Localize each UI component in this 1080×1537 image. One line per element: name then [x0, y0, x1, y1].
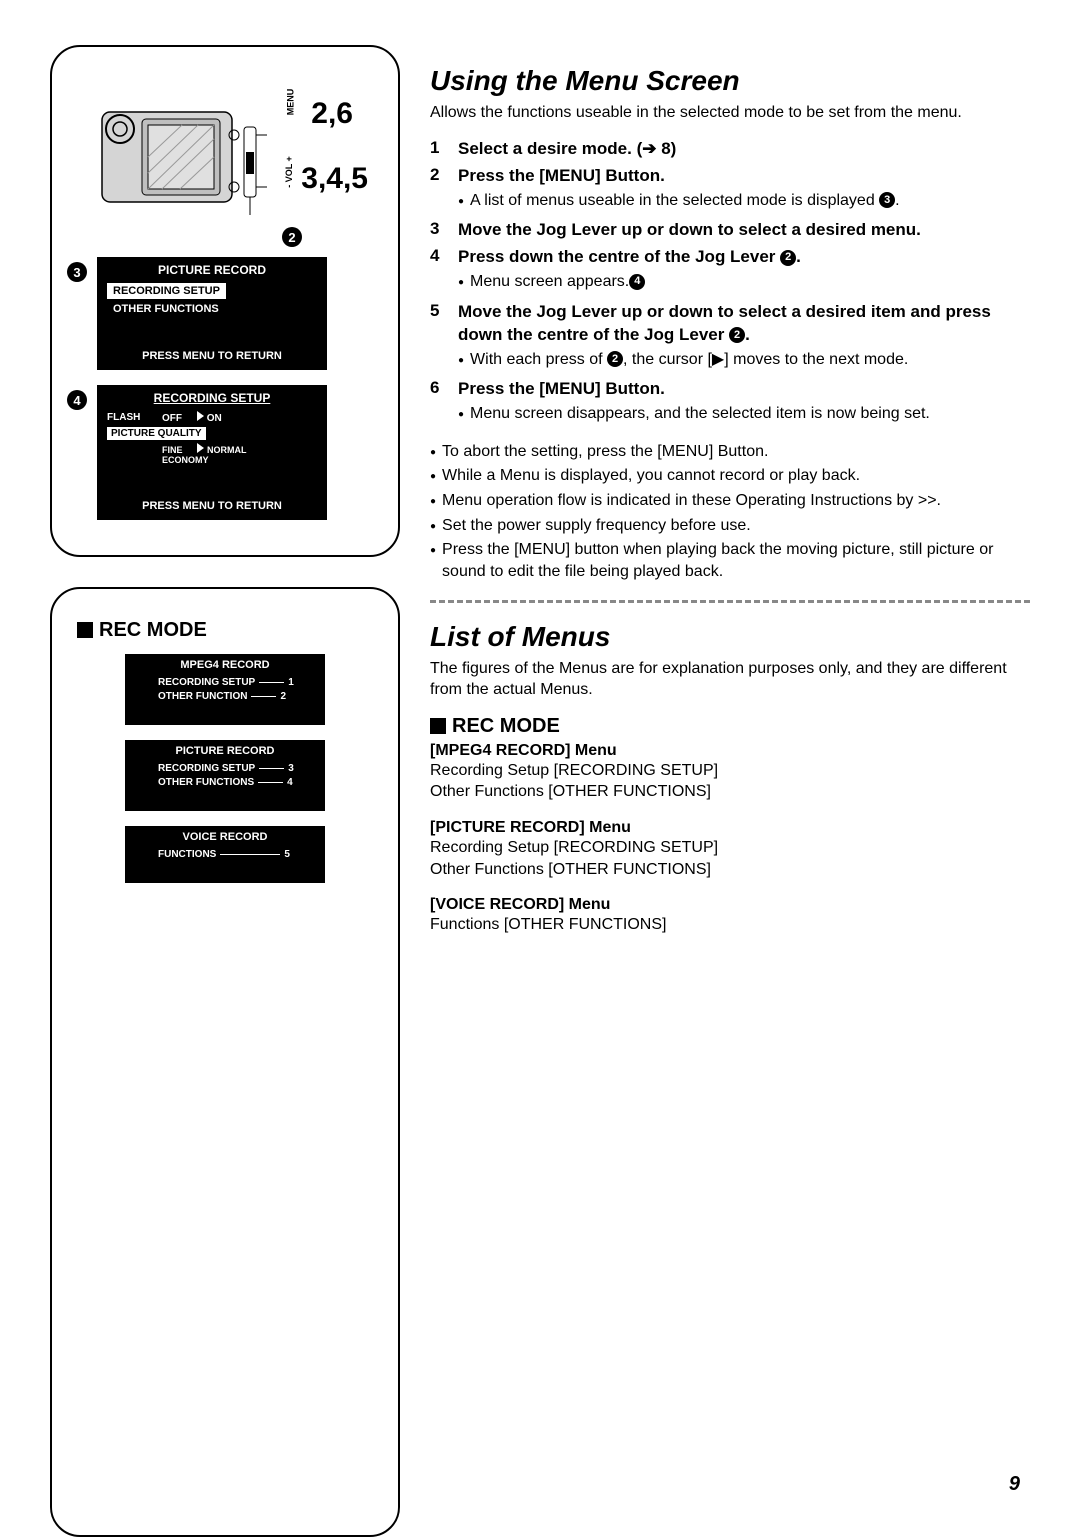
mini2-title: PICTURE RECORD	[133, 745, 317, 757]
step2-text: Press the [MENU] Button.	[458, 166, 665, 185]
step5-text: Move the Jog Lever up or down to select …	[458, 302, 991, 344]
page-number: 9	[1009, 1473, 1020, 1496]
mini2-line2: OTHER FUNCTIONS	[158, 777, 254, 788]
menu2-l1: Recording Setup [RECORDING SETUP]	[430, 837, 1030, 859]
step4-sub: Menu screen appears.	[470, 273, 629, 290]
camera-diagram: 2,6 3,4,5 MENU - VOL + 2	[67, 67, 383, 247]
step5-sub-a: With each press of	[470, 351, 607, 368]
mini1-line1: RECORDING SETUP	[158, 677, 255, 688]
notes-list: To abort the setting, press the [MENU] B…	[430, 441, 1030, 583]
separator	[430, 600, 1030, 603]
step-num-3: 3	[430, 219, 458, 242]
intro-list: The figures of the Menus are for explana…	[430, 659, 1030, 701]
screen4-row1-label: FLASH	[107, 412, 162, 423]
mini1-num1: 1	[288, 677, 294, 688]
rec-mode-heading-left: REC MODE	[77, 619, 383, 642]
step2-sub: A list of menus useable in the selected …	[470, 192, 879, 209]
mini-screen-mpeg4: MPEG4 RECORD RECORDING SETUP 1 OTHER FUNC…	[125, 654, 325, 725]
rec-mode-heading-right: REC MODE	[430, 715, 1030, 738]
mini2-num2: 4	[287, 777, 293, 788]
mini3-line1: FUNCTIONS	[158, 849, 216, 860]
screen3-item2: OTHER FUNCTIONS	[107, 303, 317, 315]
menu1-title: [MPEG4 RECORD] Menu	[430, 742, 617, 759]
numcircle-3: 3	[67, 262, 87, 282]
ref-circle-3: 3	[879, 192, 895, 208]
mini2-num1: 3	[288, 763, 294, 774]
steps-list: 1Select a desire mode. (➔ 8) 2 Press the…	[430, 138, 1030, 429]
menu2-title: [PICTURE RECORD] Menu	[430, 819, 631, 836]
screen4-row1-opt2: ON	[197, 413, 222, 424]
label-vol: - VOL +	[284, 156, 294, 188]
note-3: Menu operation flow is indicated in thes…	[442, 490, 941, 512]
step-num-2: 2	[430, 165, 458, 216]
step-num-1: 1	[430, 138, 458, 161]
screen4-row2-opt2: NORMAL	[197, 445, 247, 455]
menu3-l1: Functions [OTHER FUNCTIONS]	[430, 914, 1030, 936]
step4-text: Press down the centre of the Jog Lever	[458, 247, 780, 266]
callout-345: 3,4,5	[301, 162, 368, 196]
left-column: 2,6 3,4,5 MENU - VOL + 2 3 PICTURE RECOR…	[50, 45, 400, 1496]
menu1-l2: Other Functions [OTHER FUNCTIONS]	[430, 781, 1030, 803]
mini1-line2: OTHER FUNCTION	[158, 691, 247, 702]
mini-screen-picture: PICTURE RECORD RECORDING SETUP 3 OTHER FU…	[125, 740, 325, 811]
menu-block-mpeg4: [MPEG4 RECORD] Menu Recording Setup [REC…	[430, 742, 1030, 803]
intro-using: Allows the functions useable in the sele…	[430, 103, 1030, 124]
panel-rec-mode: REC MODE MPEG4 RECORD RECORDING SETUP 1 O…	[50, 587, 400, 1537]
step-num-6: 6	[430, 378, 458, 429]
ref-circle-2a: 2	[780, 250, 796, 266]
mini2-line1: RECORDING SETUP	[158, 763, 255, 774]
note-2: While a Menu is displayed, you cannot re…	[442, 465, 860, 487]
menu1-l1: Recording Setup [RECORDING SETUP]	[430, 760, 1030, 782]
ref-circle-2b: 2	[729, 327, 745, 343]
step1-text: Select a desire mode. (➔ 8)	[458, 139, 676, 158]
heading-list-menus: List of Menus	[430, 621, 1030, 653]
menu-block-voice: [VOICE RECORD] Menu Functions [OTHER FUN…	[430, 896, 1030, 936]
step-num-4: 4	[430, 246, 458, 297]
step-num-5: 5	[430, 301, 458, 374]
menu-block-picture: [PICTURE RECORD] Menu Recording Setup [R…	[430, 819, 1030, 880]
menu-screen-picture-record: PICTURE RECORD RECORDING SETUP OTHER FUN…	[97, 257, 327, 370]
panel-camera-screens: 2,6 3,4,5 MENU - VOL + 2 3 PICTURE RECOR…	[50, 45, 400, 557]
mini3-num1: 5	[284, 849, 290, 860]
label-menu: MENU	[285, 89, 295, 116]
step3-text: Move the Jog Lever up or down to select …	[458, 220, 921, 239]
note-4: Set the power supply frequency before us…	[442, 515, 751, 537]
menu3-title: [VOICE RECORD] Menu	[430, 896, 610, 913]
screen4-row2-opt1: FINE	[162, 445, 183, 455]
screen4-row2-label: PICTURE QUALITY	[107, 427, 206, 440]
numcircle-4: 4	[67, 390, 87, 410]
menu2-l2: Other Functions [OTHER FUNCTIONS]	[430, 859, 1030, 881]
heading-using-menu: Using the Menu Screen	[430, 65, 1030, 97]
ref-circle-2c: 2	[607, 351, 623, 367]
callout-26: 2,6	[311, 97, 353, 131]
numcircle-2: 2	[282, 227, 302, 247]
right-column: Using the Menu Screen Allows the functio…	[430, 45, 1030, 1496]
mini3-title: VOICE RECORD	[133, 831, 317, 843]
screen4-footer: PRESS MENU TO RETURN	[107, 500, 317, 512]
mini-screen-voice: VOICE RECORD FUNCTIONS 5	[125, 826, 325, 883]
screen3-item1: RECORDING SETUP	[107, 283, 226, 299]
step6-sub: Menu screen disappears, and the selected…	[470, 403, 930, 425]
note-5: Press the [MENU] button when playing bac…	[442, 539, 1030, 582]
screen4-row1-opt1: OFF	[162, 413, 182, 424]
screen3-footer: PRESS MENU TO RETURN	[107, 350, 317, 362]
ref-circle-4: 4	[629, 274, 645, 290]
step6-text: Press the [MENU] Button.	[458, 379, 665, 398]
note-1: To abort the setting, press the [MENU] B…	[442, 441, 768, 463]
screen4-row2-opt3: ECONOMY	[162, 455, 209, 465]
screen3-title: PICTURE RECORD	[107, 263, 317, 277]
mini1-num2: 2	[280, 691, 286, 702]
screen4-title: RECORDING SETUP	[107, 391, 317, 405]
mini1-title: MPEG4 RECORD	[133, 659, 317, 671]
step5-sub-b: , the cursor [▶] moves to the next mode.	[623, 351, 908, 368]
menu-screen-recording-setup: RECORDING SETUP FLASH OFF ON PICTURE QUA…	[97, 385, 327, 520]
